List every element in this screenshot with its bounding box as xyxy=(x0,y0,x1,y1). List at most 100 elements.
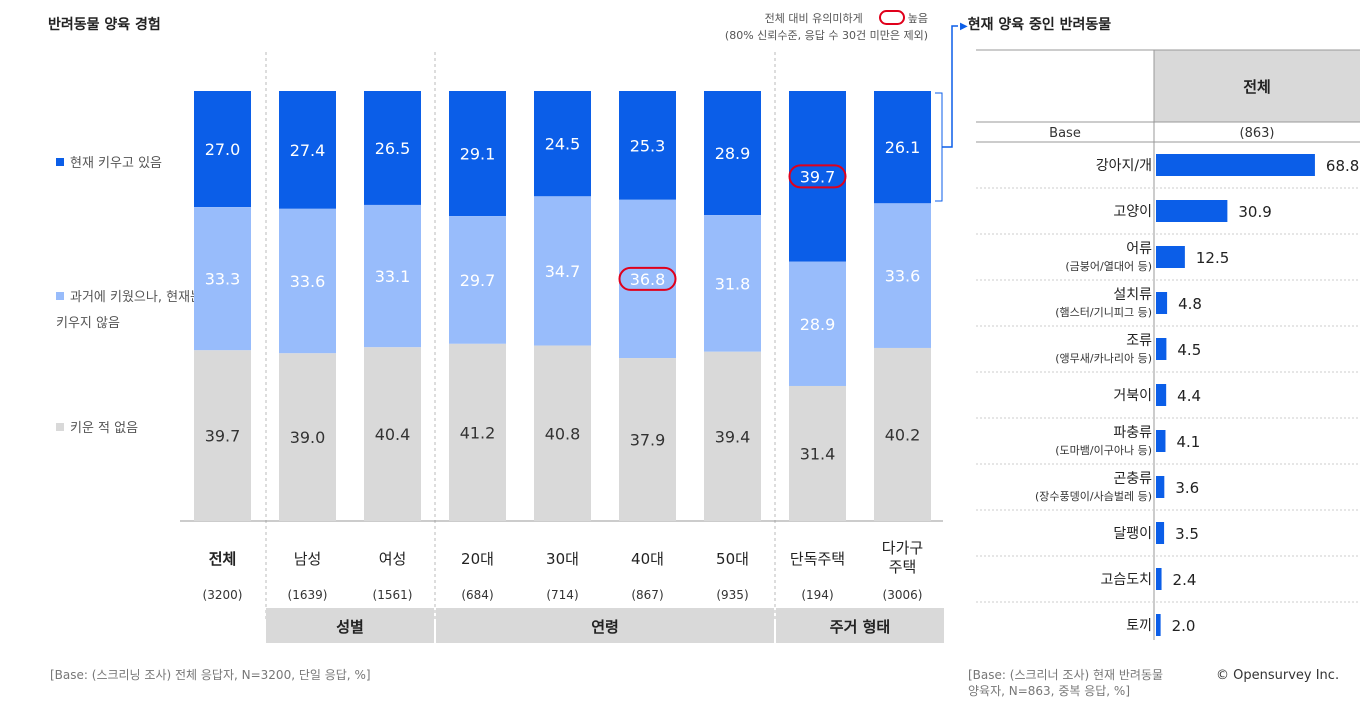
note-line2: (80% 신뢰수준, 응답 수 30건 미만은 제외) xyxy=(724,29,928,42)
bar-segment xyxy=(279,91,336,209)
category-label: 남성 xyxy=(294,550,322,568)
row-sublabel: (금붕어/열대어 등) xyxy=(1065,260,1152,273)
bar xyxy=(1156,568,1162,590)
base-label: (194) xyxy=(801,588,833,602)
bar-segment xyxy=(789,385,846,521)
bar xyxy=(1156,430,1166,452)
bar-segment xyxy=(619,358,676,521)
data-label: 34.7 xyxy=(545,262,581,281)
bar-segment xyxy=(364,347,421,521)
base-label: (1639) xyxy=(288,588,328,602)
row-sublabel: (앵무새/카나리아 등) xyxy=(1055,352,1152,365)
data-label: 41.2 xyxy=(460,423,496,442)
data-label: 37.9 xyxy=(630,431,666,450)
highlight-oval xyxy=(788,164,847,189)
bar xyxy=(1156,200,1228,222)
data-label: 29.1 xyxy=(460,145,496,164)
arrow-head-icon: ▶ xyxy=(960,21,968,32)
bar xyxy=(1156,246,1185,268)
data-label: 4.1 xyxy=(1176,433,1200,451)
group-label: 성별 xyxy=(336,618,364,636)
bar xyxy=(1156,338,1167,360)
group-label: 연령 xyxy=(591,618,619,636)
bar-segment xyxy=(449,91,506,217)
group-box xyxy=(266,608,434,643)
row-sublabel: (장수풍뎅이/사슴벌레 등) xyxy=(1035,490,1152,503)
data-label: 33.6 xyxy=(885,267,921,286)
connector-arrow xyxy=(942,25,958,148)
stacked-bar-chart: 27.0 33.3 39.7 전체 (3200) 27.4 33.6 39.0 남성 (1639)… xyxy=(180,25,958,643)
data-label: 30.9 xyxy=(1238,203,1271,221)
bar-segment xyxy=(704,215,761,352)
base-row-value: (863) xyxy=(1240,126,1275,141)
bar-segment xyxy=(279,208,336,354)
significance-note: 전체 대비 유의미하게 높음 (80% 신뢰수준, 응답 수 30건 미만은 제외… xyxy=(725,10,928,44)
bar xyxy=(1156,384,1167,406)
data-label: 40.2 xyxy=(885,425,921,444)
category-label: 20대 xyxy=(461,550,494,568)
legend-swatch-past-icon xyxy=(56,292,64,300)
bar xyxy=(1156,522,1165,544)
row-label: 조류 xyxy=(1126,333,1152,349)
legend-label: 현재 키우고 있음 xyxy=(70,156,162,171)
note-high: 높음 xyxy=(907,12,928,25)
base-label: (935) xyxy=(716,588,748,602)
data-label: 31.4 xyxy=(800,444,836,463)
data-label: 4.5 xyxy=(1177,341,1201,359)
row-label: 설치류 xyxy=(1113,287,1152,303)
bracket-line xyxy=(935,92,943,202)
data-label: 27.4 xyxy=(290,141,326,160)
group-label: 주거 형태 xyxy=(830,618,890,636)
base-label: (714) xyxy=(546,588,578,602)
data-label: 29.7 xyxy=(460,271,496,290)
horizontal-bar-chart: 전체 Base (863) 강아지/개 68.8 고양이 30.9 어류 (금붕어/열대어 등)… xyxy=(976,49,1360,640)
row-label: 곤충류 xyxy=(1113,471,1152,487)
data-label: 26.1 xyxy=(885,138,921,157)
category-label: 전체 xyxy=(209,550,237,568)
category-label: 주택 xyxy=(889,558,917,576)
data-label: 68.8 xyxy=(1326,157,1359,175)
data-label: 39.4 xyxy=(715,427,751,446)
data-label: 12.5 xyxy=(1196,249,1229,267)
base-label: (3200) xyxy=(203,588,243,602)
row-label: 강아지/개 xyxy=(1096,158,1152,174)
bar-segment xyxy=(449,216,506,344)
bar-segment xyxy=(704,351,761,521)
row-label: 어류 xyxy=(1126,241,1152,257)
legend-item-never: 키운 적 없음 xyxy=(56,416,138,442)
bar-segment xyxy=(194,350,251,521)
data-label: 33.3 xyxy=(205,270,241,289)
data-label: 3.6 xyxy=(1175,479,1199,497)
row-label: 거북이 xyxy=(1113,388,1152,404)
data-label: 39.7 xyxy=(205,427,241,446)
bar-segment xyxy=(874,347,931,521)
bar xyxy=(1156,154,1315,176)
bar-segment xyxy=(534,345,591,521)
data-label: 36.8 xyxy=(630,270,666,289)
bar-segment xyxy=(194,91,251,208)
bar-segment xyxy=(534,91,591,197)
highlight-oval-icon xyxy=(878,10,905,25)
bar-segment xyxy=(364,204,421,348)
base-label: (1561) xyxy=(373,588,413,602)
legend-item-past: 과거에 키웠으나, 현재는 키우지 않음 xyxy=(56,285,206,337)
data-label: 24.5 xyxy=(545,135,581,154)
bar-segment xyxy=(364,91,421,205)
bar-segment xyxy=(874,91,931,204)
data-label: 28.9 xyxy=(715,144,751,163)
base-label: (867) xyxy=(631,588,663,602)
bar-segment xyxy=(279,353,336,521)
copyright: © Opensurvey Inc. xyxy=(1216,668,1340,683)
bar-segment xyxy=(619,91,676,200)
data-label: 2.0 xyxy=(1172,617,1196,635)
row-sublabel: (햄스터/기니피그 등) xyxy=(1055,306,1152,319)
row-label: 달팽이 xyxy=(1113,526,1152,542)
group-box xyxy=(776,608,944,643)
data-label: 4.8 xyxy=(1178,295,1202,313)
data-label: 4.4 xyxy=(1177,387,1201,405)
data-label: 25.3 xyxy=(630,136,666,155)
group-box xyxy=(436,608,774,643)
row-sublabel: (도마뱀/이구아나 등) xyxy=(1055,444,1152,457)
category-label: 여성 xyxy=(379,550,407,568)
base-label: (3006) xyxy=(883,588,923,602)
